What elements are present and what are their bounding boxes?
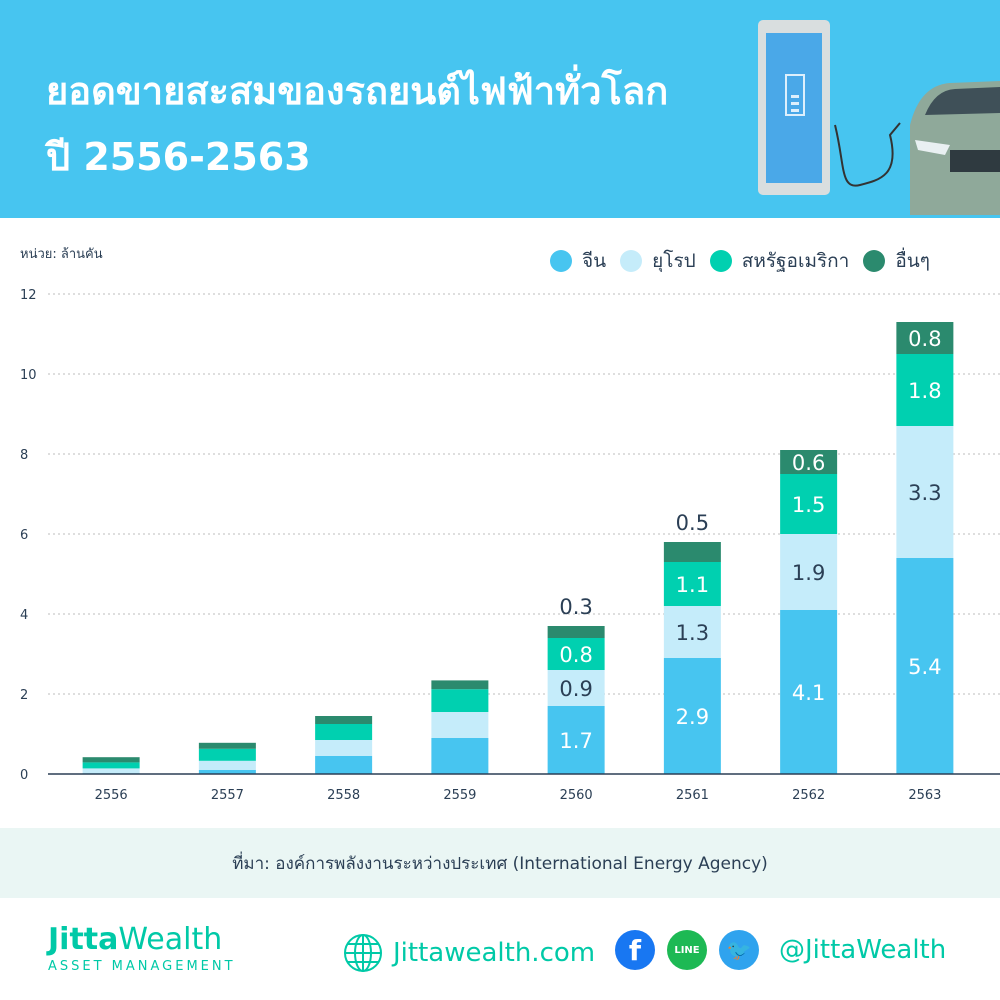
data-label: 3.3 — [908, 481, 941, 505]
legend-swatch — [863, 250, 886, 272]
legend-item-usa: สหรัฐอเมริกา — [709, 246, 850, 276]
y-tick-label: 6 — [20, 528, 28, 543]
data-label: 1.9 — [792, 561, 825, 585]
bar-segment — [315, 716, 373, 724]
bar-segment — [198, 760, 256, 770]
legend-swatch — [620, 250, 643, 272]
website-link[interactable]: Jittawealth.com — [343, 933, 595, 973]
y-tick-label: 4 — [20, 608, 28, 623]
stacked-bar-chart: 0 2 4 6 8 10 12 2556 2557 2558 2559 1.7 0.9 0.8 0.3 256… — [20, 288, 1000, 803]
data-label: 1.7 — [559, 729, 592, 753]
data-label: 1.3 — [676, 621, 709, 645]
data-label: 0.5 — [676, 511, 709, 535]
bar-segment — [198, 748, 256, 761]
data-label: 0.6 — [792, 451, 825, 475]
x-tick-label: 2556 — [95, 788, 128, 803]
bar-segment — [780, 450, 838, 474]
bar-segment — [315, 724, 373, 740]
legend-label: สหรัฐอเมริกา — [741, 250, 850, 272]
bar-segment — [82, 768, 140, 774]
title-line-2: ปี 2556-2563 — [46, 135, 311, 179]
legend-item-europe: ยุโรป — [620, 246, 696, 276]
facebook-icon[interactable]: f — [615, 930, 655, 970]
data-label: 5.4 — [908, 655, 941, 679]
data-label: 2.9 — [676, 705, 709, 729]
bar-segment — [198, 770, 256, 774]
social-handle: @JittaWealth — [779, 935, 947, 965]
bar-segment — [663, 542, 721, 562]
data-label: 1.8 — [908, 379, 941, 403]
data-label: 0.9 — [559, 677, 592, 701]
page-title: ยอดขายสะสมของรถยนต์ไฟฟ้าทั่วโลก ปี 2556-… — [46, 58, 668, 190]
bar-segment — [780, 610, 838, 774]
footer: JittaWealth ASSET MANAGEMENT Jittawealth… — [0, 900, 1000, 1000]
line-icon-label: LINE — [674, 944, 700, 956]
bar-segment — [896, 426, 954, 558]
bar-segment — [82, 762, 140, 769]
line-icon[interactable]: LINE — [667, 930, 707, 970]
website-text: Jittawealth.com — [393, 938, 596, 968]
bar-segment — [431, 712, 489, 738]
bar-segment — [663, 606, 721, 658]
title-line-1: ยอดขายสะสมของรถยนต์ไฟฟ้าทั่วโลก — [46, 69, 669, 113]
legend-label: ยุโรป — [652, 250, 696, 272]
x-tick-label: 2563 — [908, 788, 941, 803]
y-tick-label: 8 — [20, 448, 28, 463]
x-tick-label: 2558 — [327, 788, 360, 803]
legend-swatch — [709, 250, 732, 272]
x-tick-label: 2562 — [792, 788, 825, 803]
data-label: 1.5 — [792, 493, 825, 517]
bar-segment — [547, 626, 605, 638]
legend-swatch — [550, 250, 572, 272]
bar-segment — [82, 757, 140, 763]
bar-segment — [315, 740, 373, 756]
bar-segment — [198, 742, 256, 749]
data-label: 0.8 — [908, 327, 941, 351]
bar-segment — [431, 689, 489, 712]
brand-logo: JittaWealth ASSET MANAGEMENT — [48, 922, 236, 974]
bar-segment — [315, 756, 373, 774]
data-label: 4.1 — [792, 681, 825, 705]
brand-bold: Jitta — [48, 922, 119, 957]
legend-item-others: อื่นๆ — [863, 246, 930, 276]
bar-segment — [431, 680, 489, 690]
globe-icon — [344, 934, 382, 972]
bar-segment — [896, 322, 954, 354]
data-label: 0.8 — [559, 643, 592, 667]
x-tick-label: 2561 — [676, 788, 709, 803]
y-tick-label: 2 — [20, 688, 28, 703]
legend-item-china: จีน — [550, 246, 606, 276]
brand-subtitle: ASSET MANAGEMENT — [48, 959, 236, 974]
y-tick-label: 0 — [20, 768, 28, 783]
x-tick-label: 2560 — [560, 788, 593, 803]
bar-segment — [780, 474, 838, 534]
y-axis-unit-label: หน่วย: ล้านคัน — [20, 247, 103, 262]
legend-label: จีน — [582, 250, 607, 272]
bar-segment — [896, 354, 954, 426]
bar-segment — [547, 638, 605, 670]
ev-charging-illustration — [758, 20, 1000, 215]
brand-light: Wealth — [118, 922, 223, 957]
chart-legend: จีน ยุโรป สหรัฐอเมริกา อื่นๆ — [550, 246, 930, 276]
source-note: ที่มา: องค์การพลังงานระหว่างประเทศ (Inte… — [0, 828, 1000, 898]
bar-segment — [896, 558, 954, 774]
y-tick-label: 10 — [20, 368, 37, 383]
header-banner: ยอดขายสะสมของรถยนต์ไฟฟ้าทั่วโลก ปี 2556-… — [0, 0, 1000, 218]
bar-segment — [547, 706, 605, 774]
data-label: 1.1 — [676, 573, 709, 597]
x-tick-label: 2557 — [211, 788, 244, 803]
twitter-icon[interactable]: 🐦 — [719, 930, 759, 970]
data-label: 0.3 — [559, 595, 592, 619]
legend-label: อื่นๆ — [895, 250, 930, 272]
y-tick-label: 12 — [20, 288, 37, 303]
bar-segment — [431, 738, 489, 774]
social-links: f LINE 🐦 @JittaWealth — [615, 930, 946, 970]
bar-segment — [663, 658, 721, 774]
bar-segment — [780, 534, 838, 610]
bar-segment — [547, 670, 605, 706]
x-tick-label: 2559 — [443, 788, 476, 803]
bar-segment — [663, 562, 721, 606]
